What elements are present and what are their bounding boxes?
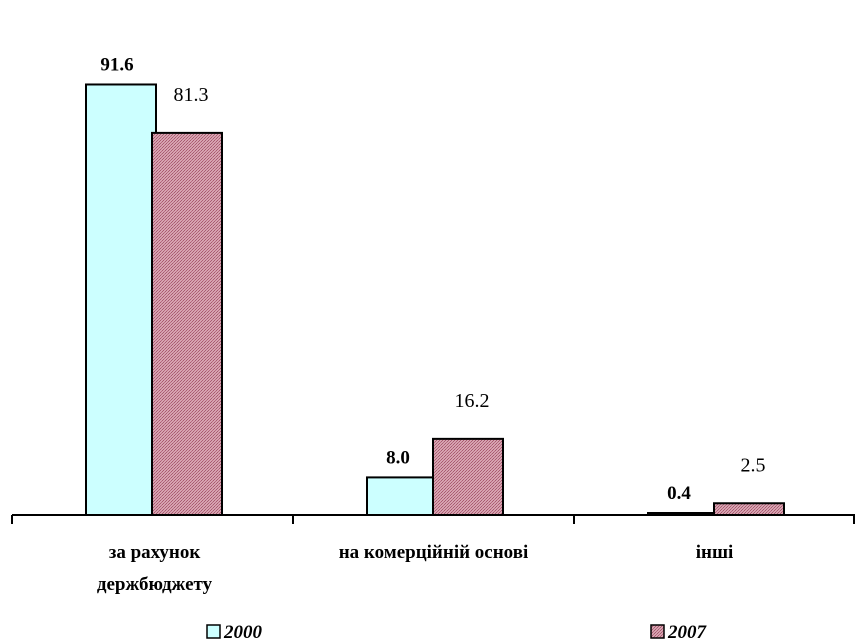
bar-2007-1 — [432, 437, 504, 516]
value-label-2000-2: 0.4 — [667, 483, 691, 504]
bars-layer — [85, 83, 785, 516]
bar-2000-0 — [85, 83, 157, 516]
legend-label-2000: 2000 — [223, 622, 263, 643]
value-label-2007-0: 81.3 — [174, 84, 209, 106]
bar-2000-1 — [366, 476, 438, 516]
value-label-2007-1: 16.2 — [455, 390, 490, 412]
bar-2007-0 — [151, 131, 223, 516]
legend-swatch-2007 — [650, 624, 665, 639]
category-label-1-0: на комерційній основі — [339, 542, 529, 563]
legend-swatch-2000 — [206, 624, 221, 639]
category-label-0-1: держбюджету — [97, 574, 213, 595]
category-label-2-0: інші — [696, 542, 734, 563]
value-label-2000-1: 8.0 — [386, 447, 410, 468]
legend: 2000 2007 — [206, 622, 708, 643]
bar-2007-2 — [713, 502, 785, 516]
category-labels: за рахунок держбюджету на комерційній осно… — [97, 542, 733, 595]
value-label-2000-0: 91.6 — [100, 54, 133, 75]
x-axis — [11, 514, 855, 524]
value-labels-layer: 91.6 81.3 8.0 16.2 0.4 2.5 — [100, 54, 765, 504]
legend-label-2007: 2007 — [667, 622, 708, 643]
value-label-2007-2: 2.5 — [741, 454, 766, 476]
category-label-0-0: за рахунок — [109, 542, 201, 563]
